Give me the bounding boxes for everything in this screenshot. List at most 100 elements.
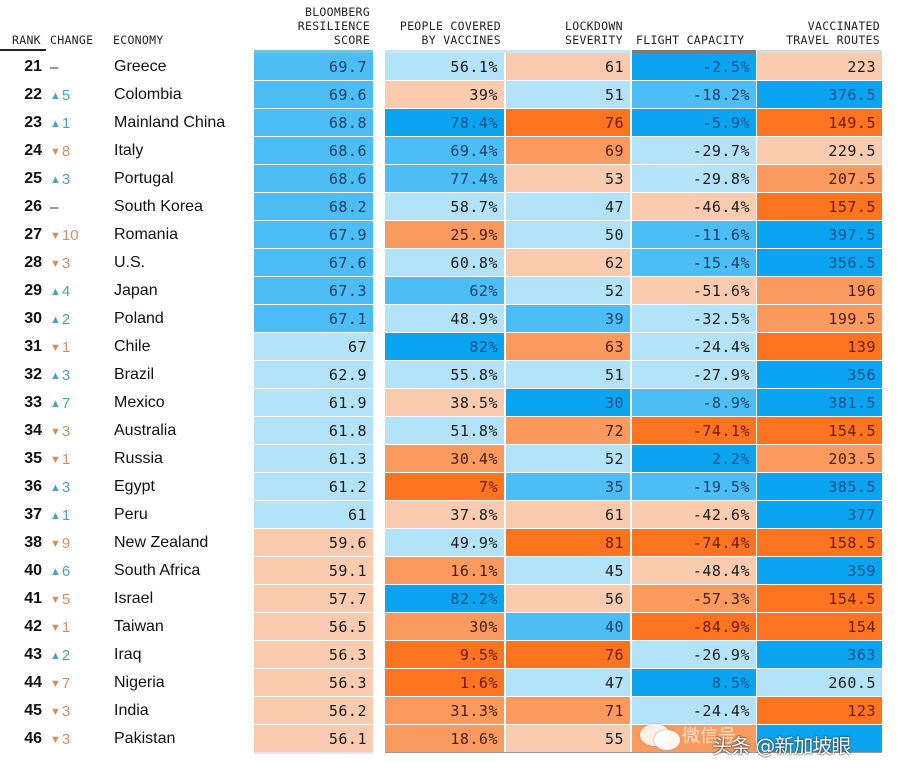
score-value: 61.2 [328, 478, 367, 496]
routes-cell: 154.5 [757, 417, 882, 445]
rank-value: 24 [24, 142, 42, 159]
triangle-up-icon: ▲ [50, 566, 61, 578]
vaccines-cell: 48.9% [385, 305, 504, 333]
vaccines-cell: 82.2% [385, 585, 504, 613]
score-cell: 61.2 [254, 473, 373, 501]
economy-name: Colombia [114, 86, 182, 103]
score-value: 69.6 [328, 86, 367, 104]
routes-value: 154 [847, 618, 876, 636]
rank-change-value: 9 [61, 535, 71, 552]
rank-change-value: 2 [61, 311, 71, 328]
flight-value: -27.9% [692, 366, 750, 384]
economy-name: Italy [114, 142, 144, 159]
vaccines-value: 69.4% [450, 142, 498, 160]
flight-value: -18.2% [692, 86, 750, 104]
rank-value: 33 [24, 394, 42, 411]
score-value: 69.7 [328, 58, 367, 76]
rank-value: 27 [24, 226, 42, 243]
score-cell: 68.8 [254, 109, 373, 137]
rank-value: 44 [24, 674, 42, 691]
routes-value: 199.5 [828, 310, 876, 328]
score-value: 68.8 [328, 114, 367, 132]
lockdown-value: 51 [604, 366, 624, 384]
score-cell: 61.3 [254, 445, 373, 473]
lockdown-cell: 52 [506, 277, 630, 305]
rank-change-value: 3 [61, 171, 71, 188]
flight-cell: -18.2% [632, 81, 756, 109]
lockdown-value: 76 [604, 114, 624, 132]
economy-name: Egypt [114, 478, 155, 495]
economy-name: South Korea [114, 198, 203, 215]
lockdown-value: 61 [604, 58, 624, 76]
flight-cell: -29.7% [632, 137, 756, 165]
routes-cell: 385.5 [757, 473, 882, 501]
lockdown-cell: 55 [506, 725, 630, 753]
rank-value: 37 [24, 506, 42, 523]
table-row: 26– South Korea 68.2 58.7% 47 -46.4% 157.5 [0, 193, 898, 221]
vaccines-value: 37.8% [450, 506, 498, 524]
rank-change-value: 7 [61, 395, 71, 412]
triangle-down-icon: ▼ [50, 734, 61, 746]
watermark-text-1: 微信号 [682, 726, 736, 747]
lockdown-cell: 45 [506, 557, 630, 585]
rank-change: ▲6 [50, 563, 70, 580]
economy-name: U.S. [114, 254, 146, 271]
score-cell: 69.7 [254, 53, 373, 81]
rank-value: 46 [24, 730, 42, 747]
rank-change-value: 1 [61, 619, 71, 636]
rank-change-value: 8 [61, 143, 71, 160]
table-row: 27 ▼10 Romania 67.9 25.9% 50 -11.6% 397.5 [0, 221, 898, 249]
vaccines-value: 48.9% [450, 310, 498, 328]
economy-name: Iraq [114, 646, 142, 663]
flight-value: -29.8% [692, 170, 750, 188]
routes-cell: 123 [757, 697, 882, 725]
vaccines-cell: 9.5% [385, 641, 504, 669]
economy-name: Poland [114, 310, 164, 327]
wechat-icon-bubble [654, 730, 680, 750]
score-value: 56.5 [328, 618, 367, 636]
vaccines-cell: 49.9% [385, 529, 504, 557]
table-row: 40 ▲6 South Africa 59.1 16.1% 45 -48.4% 359 [0, 557, 898, 585]
flight-value: -15.4% [692, 254, 750, 272]
lockdown-cell: 62 [506, 249, 630, 277]
table-row: 29 ▲4 Japan 67.3 62% 52 -51.6% 196 [0, 277, 898, 305]
flight-value: -74.1% [692, 422, 750, 440]
vaccines-cell: 77.4% [385, 165, 504, 193]
rank-change-value: 3 [61, 703, 71, 720]
rank-change-value: 4 [61, 283, 71, 300]
routes-value: 376.5 [828, 86, 876, 104]
triangle-up-icon: ▲ [50, 398, 61, 410]
vaccines-value: 51.8% [450, 422, 498, 440]
triangle-up-icon: ▲ [50, 650, 61, 662]
routes-value: 149.5 [828, 114, 876, 132]
table-row: 37 ▲1 Peru 61 37.8% 61 -42.6% 377 [0, 501, 898, 529]
rank-change-value: – [50, 199, 59, 216]
vaccines-value: 60.8% [450, 254, 498, 272]
vaccines-cell: 38.5% [385, 389, 504, 417]
rank-change: ▲3 [50, 171, 70, 188]
routes-value: 260.5 [828, 674, 876, 692]
rank-change: ▲1 [50, 115, 70, 132]
flight-cell: -84.9% [632, 613, 756, 641]
vaccines-cell: 56.1% [385, 53, 504, 81]
rank-value: 34 [24, 422, 42, 439]
routes-cell: 158.5 [757, 529, 882, 557]
rank-change: ▼5 [50, 591, 70, 608]
score-value: 59.6 [328, 534, 367, 552]
table-row: 45 ▼3 India 56.2 31.3% 71 -24.4% 123 [0, 697, 898, 725]
table-row: 34 ▼3 Australia 61.8 51.8% 72 -74.1% 154.5 [0, 417, 898, 445]
lockdown-value: 45 [604, 562, 624, 580]
rank-change-value: 7 [61, 675, 71, 692]
routes-cell: 376.5 [757, 81, 882, 109]
vaccines-cell: 51.8% [385, 417, 504, 445]
vaccines-value: 62% [469, 282, 498, 300]
header-routes: VACCINATED TRAVEL ROUTES [786, 19, 880, 47]
score-cell: 69.6 [254, 81, 373, 109]
rank-value: 26 [24, 198, 42, 215]
header-flight: FLIGHT CAPACITY [636, 33, 745, 47]
lockdown-value: 52 [604, 282, 624, 300]
rank-change: ▼3 [50, 255, 70, 272]
score-cell: 67 [254, 333, 373, 361]
flight-cell: -15.4% [632, 249, 756, 277]
triangle-up-icon: ▲ [50, 482, 61, 494]
